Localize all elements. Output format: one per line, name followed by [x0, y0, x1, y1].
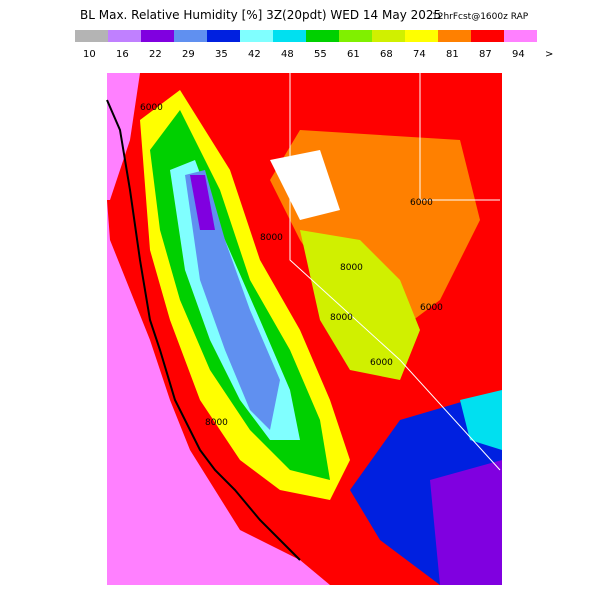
- subtitle: 12hrFcst@1600z RAP: [432, 12, 529, 22]
- map: [106, 73, 502, 585]
- colorbar-label: 22: [149, 49, 162, 60]
- contour-label: 6000: [370, 358, 393, 368]
- contour-label: 8000: [340, 263, 363, 273]
- valley-area: [185, 170, 280, 430]
- state-border: [289, 73, 501, 471]
- colorbar-swatch: [438, 30, 471, 42]
- colorbar-label: 16: [116, 49, 129, 60]
- colorbar-swatch: [141, 30, 174, 42]
- colorbar-label: 81: [446, 49, 459, 60]
- colorbar-swatch: [240, 30, 273, 42]
- colorbar-label: >: [545, 49, 553, 60]
- colorbar-label: 10: [83, 49, 96, 60]
- colorbar-swatch: [174, 30, 207, 42]
- contour-label: 8000: [330, 313, 353, 323]
- land-dry: [270, 150, 340, 220]
- contour-label: 6000: [410, 198, 433, 208]
- colorbar-label: 48: [281, 49, 294, 60]
- colorbar-label: 94: [512, 49, 525, 60]
- ocean-area: [107, 73, 140, 200]
- desert-area: [460, 390, 502, 450]
- colorbar-swatch: [207, 30, 240, 42]
- colorbar-swatch: [273, 30, 306, 42]
- valley-area: [190, 175, 215, 230]
- colorbar-swatch: [339, 30, 372, 42]
- state-border: [419, 73, 500, 201]
- colorbar-label: 42: [248, 49, 261, 60]
- desert-area: [430, 460, 502, 585]
- colorbar-swatch: [75, 30, 108, 42]
- title: BL Max. Relative Humidity [%] 3Z(20pdt) …: [80, 8, 441, 22]
- colorbar-swatch: [471, 30, 504, 42]
- contour-label: 8000: [260, 233, 283, 243]
- colorbar-label: 74: [413, 49, 426, 60]
- land-area: [300, 230, 420, 380]
- colorbar-label: 68: [380, 49, 393, 60]
- colorbar-label: 61: [347, 49, 360, 60]
- colorbar-label: 35: [215, 49, 228, 60]
- colorbar-swatch: [405, 30, 438, 42]
- contour-label: 8000: [205, 418, 228, 428]
- coastline: [106, 99, 301, 561]
- colorbar-swatch: [504, 30, 537, 42]
- contour-label: 6000: [420, 303, 443, 313]
- contour-label: 6000: [140, 103, 163, 113]
- colorbar-swatch: [108, 30, 141, 42]
- colorbar-swatch: [306, 30, 339, 42]
- colorbar-swatch: [372, 30, 405, 42]
- colorbar: 10 16 22 29 35 42 48 55 61 68 74 81 87 94 >: [75, 30, 553, 60]
- colorbar-label: 29: [182, 49, 195, 60]
- colorbar-label: 87: [479, 49, 492, 60]
- colorbar-label: 55: [314, 49, 327, 60]
- contour-labels: 6000 8000 6000 8000 6000 8000 6000 8000: [140, 103, 443, 428]
